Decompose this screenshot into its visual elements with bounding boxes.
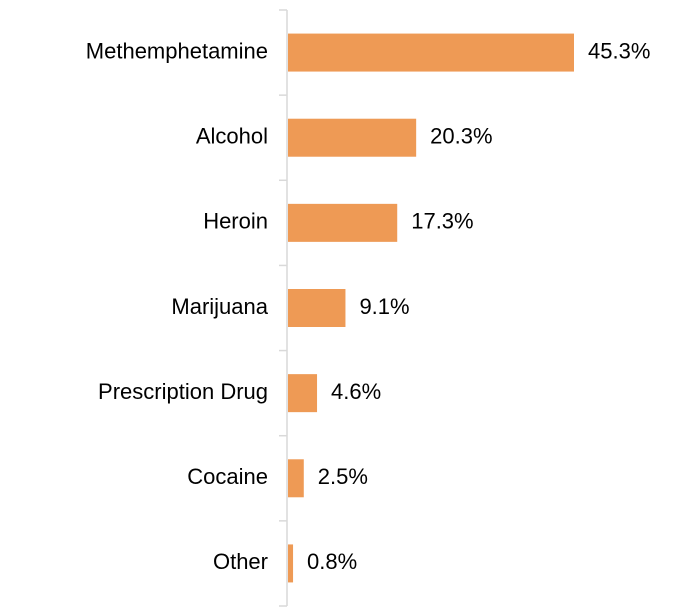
y-tick-label: Alcohol	[196, 124, 268, 149]
data-label: 0.8%	[307, 549, 357, 574]
data-label: 20.3%	[430, 124, 492, 149]
bar	[288, 33, 574, 72]
data-label: 17.3%	[411, 209, 473, 234]
data-label: 45.3%	[588, 38, 650, 63]
y-tick-label: Cocaine	[187, 464, 268, 489]
y-tick-label: Marijuana	[171, 294, 268, 319]
y-tick-label: Prescription Drug	[98, 379, 268, 404]
bar	[288, 118, 417, 157]
bar	[288, 374, 318, 413]
data-label: 2.5%	[318, 464, 368, 489]
y-tick-label: Methemphetamine	[86, 38, 268, 63]
y-tick-label: Heroin	[203, 209, 268, 234]
data-label: 4.6%	[331, 379, 381, 404]
bar	[288, 203, 398, 242]
data-label: 9.1%	[359, 294, 409, 319]
bar	[288, 544, 294, 583]
bar	[288, 289, 346, 327]
y-tick-label: Other	[213, 549, 268, 574]
bar	[288, 459, 304, 498]
